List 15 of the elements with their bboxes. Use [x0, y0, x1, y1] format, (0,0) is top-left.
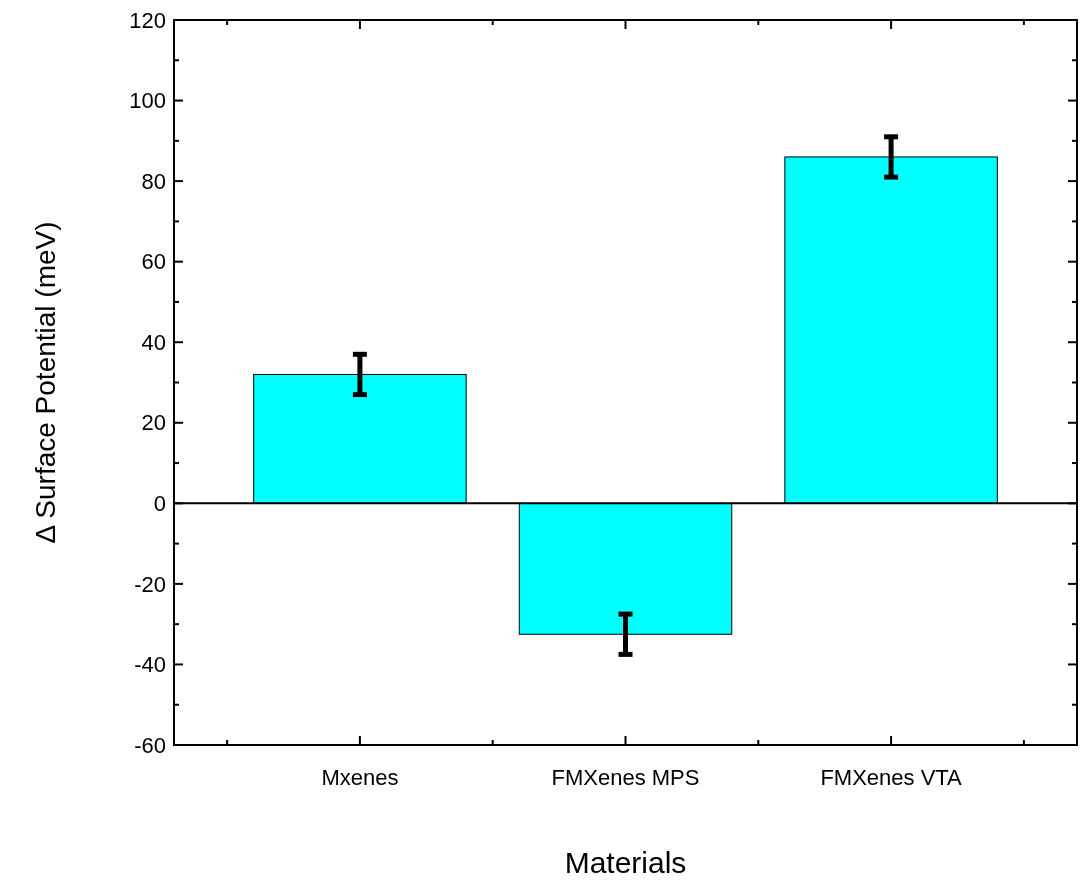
y-tick-label: 40 — [141, 329, 166, 355]
y-tick-label: 60 — [141, 249, 166, 275]
y-axis-title: Δ Surface Potential (meV) — [30, 221, 61, 544]
x-tick-label: Mxenes — [321, 765, 399, 790]
x-tick-label: FMXenes MPS — [551, 765, 700, 790]
y-tick-label: -40 — [134, 652, 166, 678]
x-axis-title: Materials — [564, 846, 687, 879]
y-tick-label: 20 — [141, 410, 166, 436]
y-tick-label: 120 — [129, 7, 166, 33]
y-tick-label: 80 — [141, 168, 166, 194]
x-tick-label: FMXenes VTA — [820, 765, 963, 790]
y-tick-label: 0 — [153, 491, 166, 517]
y-tick-label: 100 — [129, 88, 166, 114]
y-tick-label: -60 — [134, 732, 166, 758]
y-tick-label: -20 — [134, 571, 166, 597]
